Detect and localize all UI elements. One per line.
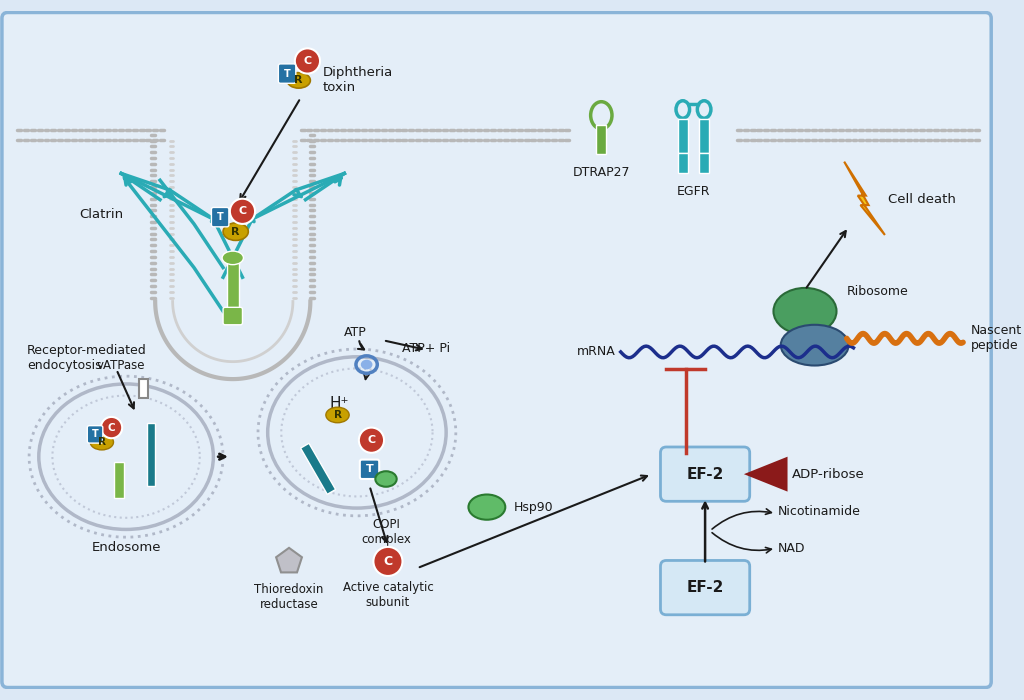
Text: Hsp90: Hsp90: [514, 500, 554, 514]
Text: Ribosome: Ribosome: [847, 286, 908, 298]
Text: Thioredoxin
reductase: Thioredoxin reductase: [254, 583, 324, 611]
FancyBboxPatch shape: [660, 561, 750, 615]
Ellipse shape: [267, 357, 446, 508]
Polygon shape: [743, 456, 787, 491]
Ellipse shape: [222, 251, 244, 265]
Bar: [678, 119, 688, 153]
Bar: [596, 125, 606, 154]
Text: Endosome: Endosome: [91, 541, 161, 554]
Text: Nascent
peptide: Nascent peptide: [971, 324, 1022, 352]
Text: mRNA: mRNA: [578, 345, 615, 358]
Ellipse shape: [223, 223, 248, 240]
Text: R: R: [98, 437, 105, 447]
Circle shape: [374, 547, 402, 576]
Text: Nicotinamide: Nicotinamide: [778, 505, 861, 518]
Text: C: C: [303, 56, 311, 66]
Bar: [678, 153, 688, 172]
Circle shape: [101, 417, 122, 438]
Bar: [227, 253, 239, 312]
FancyBboxPatch shape: [87, 426, 102, 443]
Circle shape: [229, 199, 255, 224]
Text: NAD: NAD: [778, 542, 805, 555]
Circle shape: [295, 48, 321, 74]
Text: T: T: [217, 212, 223, 222]
Text: EGFR: EGFR: [677, 185, 711, 198]
Text: R: R: [334, 410, 342, 420]
Text: EF-2: EF-2: [686, 467, 724, 482]
FancyBboxPatch shape: [223, 307, 243, 325]
Polygon shape: [276, 548, 302, 573]
Text: T: T: [284, 69, 291, 78]
Ellipse shape: [780, 325, 849, 365]
Bar: [115, 461, 124, 498]
Ellipse shape: [287, 73, 310, 88]
Text: Cell death: Cell death: [889, 193, 956, 206]
Text: ATP: ATP: [344, 326, 367, 339]
Ellipse shape: [360, 360, 373, 370]
Bar: [699, 153, 709, 172]
Text: T: T: [92, 429, 98, 440]
Text: Active catalytic
subunit: Active catalytic subunit: [343, 581, 433, 609]
Text: C: C: [108, 423, 116, 433]
Text: T: T: [366, 464, 374, 475]
Text: Diphtheria
toxin: Diphtheria toxin: [323, 66, 393, 94]
Text: EF-2: EF-2: [686, 580, 724, 595]
Text: vATPase: vATPase: [97, 359, 145, 372]
Ellipse shape: [376, 471, 396, 486]
Text: R: R: [295, 76, 303, 85]
Bar: [699, 119, 709, 153]
Circle shape: [358, 428, 384, 453]
Text: C: C: [383, 555, 392, 568]
Text: ADP-ribose: ADP-ribose: [793, 468, 865, 481]
Ellipse shape: [773, 288, 837, 335]
FancyBboxPatch shape: [660, 447, 750, 501]
FancyBboxPatch shape: [359, 460, 379, 479]
Text: R: R: [231, 227, 240, 237]
Text: C: C: [368, 435, 376, 445]
Text: Receptor-mediated
endocytosis: Receptor-mediated endocytosis: [28, 344, 146, 372]
Ellipse shape: [468, 494, 505, 519]
FancyBboxPatch shape: [211, 207, 229, 227]
Bar: [147, 423, 156, 486]
Text: C: C: [239, 206, 247, 216]
FancyBboxPatch shape: [279, 64, 296, 83]
Polygon shape: [844, 162, 885, 235]
Text: COPI
complex: COPI complex: [361, 518, 411, 546]
Text: H⁺: H⁺: [330, 395, 349, 411]
Ellipse shape: [326, 407, 349, 423]
Ellipse shape: [90, 435, 114, 450]
Ellipse shape: [39, 384, 213, 529]
Text: DTRAP27: DTRAP27: [572, 166, 630, 179]
FancyBboxPatch shape: [2, 13, 991, 687]
Bar: [138, 379, 148, 398]
Text: Clatrin: Clatrin: [80, 208, 124, 220]
Bar: [301, 443, 336, 494]
Text: ATP+ Pi: ATP+ Pi: [402, 342, 451, 355]
